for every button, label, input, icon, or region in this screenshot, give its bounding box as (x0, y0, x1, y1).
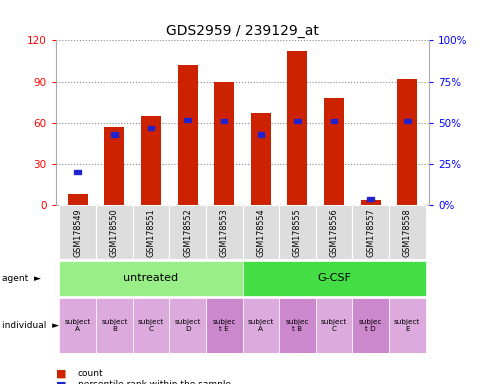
Bar (287, 51, 307, 205)
FancyBboxPatch shape (96, 205, 133, 259)
FancyBboxPatch shape (60, 261, 242, 296)
Text: subject
B: subject B (101, 319, 127, 332)
Bar (141, 116, 161, 205)
Text: GSM178552: GSM178552 (182, 208, 192, 257)
Bar (250, 113, 271, 205)
FancyBboxPatch shape (351, 298, 388, 353)
FancyBboxPatch shape (388, 205, 424, 259)
Text: ■: ■ (56, 369, 66, 379)
Bar (257, 132, 264, 136)
Bar (293, 119, 300, 123)
FancyBboxPatch shape (169, 205, 206, 259)
Text: G-CSF: G-CSF (317, 273, 350, 283)
Text: ■: ■ (56, 380, 66, 384)
Text: subject
E: subject E (393, 319, 420, 332)
FancyBboxPatch shape (96, 298, 133, 353)
Bar (403, 119, 409, 123)
FancyBboxPatch shape (242, 205, 278, 259)
Text: GSM178551: GSM178551 (146, 208, 155, 257)
FancyBboxPatch shape (278, 298, 315, 353)
Text: GSM178549: GSM178549 (73, 208, 82, 257)
FancyBboxPatch shape (60, 205, 96, 259)
Text: agent  ►: agent ► (2, 274, 41, 283)
Text: count: count (77, 369, 103, 377)
Bar (396, 79, 416, 205)
Bar (323, 98, 343, 205)
Bar (220, 119, 227, 123)
Bar (213, 82, 234, 205)
Text: subject
A: subject A (247, 319, 273, 332)
Text: GSM178554: GSM178554 (256, 208, 265, 257)
Text: subject
D: subject D (174, 319, 200, 332)
Bar (366, 197, 373, 201)
Title: GDS2959 / 239129_at: GDS2959 / 239129_at (166, 24, 318, 38)
FancyBboxPatch shape (315, 205, 351, 259)
FancyBboxPatch shape (206, 298, 242, 353)
FancyBboxPatch shape (315, 298, 351, 353)
FancyBboxPatch shape (169, 298, 206, 353)
Text: GSM178558: GSM178558 (402, 208, 411, 257)
FancyBboxPatch shape (133, 205, 169, 259)
Text: subjec
t E: subjec t E (212, 319, 235, 332)
Bar (111, 132, 118, 136)
Text: GSM178550: GSM178550 (110, 208, 119, 257)
Text: GSM178557: GSM178557 (365, 208, 374, 257)
Bar (177, 65, 197, 205)
Text: subjec
t D: subjec t D (358, 319, 381, 332)
Bar (184, 118, 191, 122)
FancyBboxPatch shape (60, 298, 96, 353)
Text: GSM178555: GSM178555 (292, 208, 302, 257)
Bar (330, 119, 337, 123)
Text: GSM178556: GSM178556 (329, 208, 338, 257)
FancyBboxPatch shape (133, 298, 169, 353)
Text: untreated: untreated (123, 273, 178, 283)
Bar (360, 200, 380, 205)
FancyBboxPatch shape (351, 205, 388, 259)
Text: individual  ►: individual ► (2, 321, 60, 330)
FancyBboxPatch shape (242, 261, 424, 296)
Text: subject
A: subject A (64, 319, 91, 332)
Text: percentile rank within the sample: percentile rank within the sample (77, 380, 230, 384)
Text: subject
C: subject C (137, 319, 164, 332)
Bar (147, 126, 154, 130)
Text: GSM178553: GSM178553 (219, 208, 228, 257)
FancyBboxPatch shape (242, 298, 278, 353)
FancyBboxPatch shape (278, 205, 315, 259)
Text: subjec
t B: subjec t B (285, 319, 308, 332)
FancyBboxPatch shape (388, 298, 424, 353)
Text: subject
C: subject C (320, 319, 347, 332)
Bar (104, 127, 124, 205)
FancyBboxPatch shape (206, 205, 242, 259)
Bar (68, 194, 88, 205)
Bar (75, 170, 81, 174)
